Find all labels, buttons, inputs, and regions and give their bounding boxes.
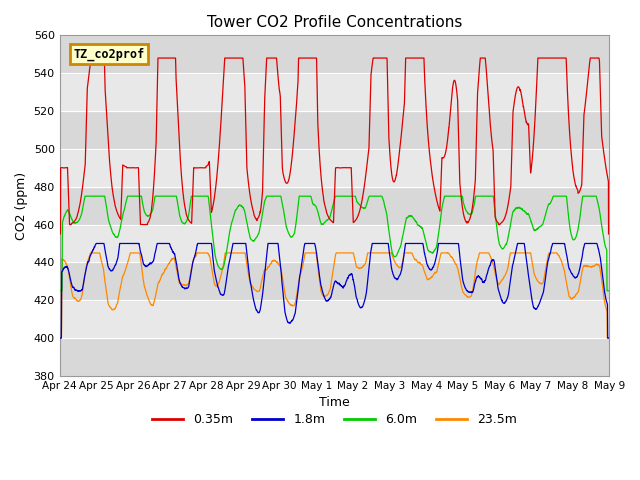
Bar: [60, 149, 609, 187]
Bar: [60, 225, 609, 263]
Title: Tower CO2 Profile Concentrations: Tower CO2 Profile Concentrations: [207, 15, 462, 30]
Bar: [60, 300, 609, 338]
X-axis label: Time: Time: [319, 396, 350, 409]
Text: TZ_co2prof: TZ_co2prof: [74, 48, 145, 61]
Bar: [60, 111, 609, 149]
Bar: [60, 73, 609, 111]
Bar: [60, 338, 609, 376]
Bar: [60, 263, 609, 300]
Y-axis label: CO2 (ppm): CO2 (ppm): [15, 171, 28, 240]
Bar: [60, 187, 609, 225]
Bar: [60, 36, 609, 73]
Legend: 0.35m, 1.8m, 6.0m, 23.5m: 0.35m, 1.8m, 6.0m, 23.5m: [147, 408, 522, 431]
